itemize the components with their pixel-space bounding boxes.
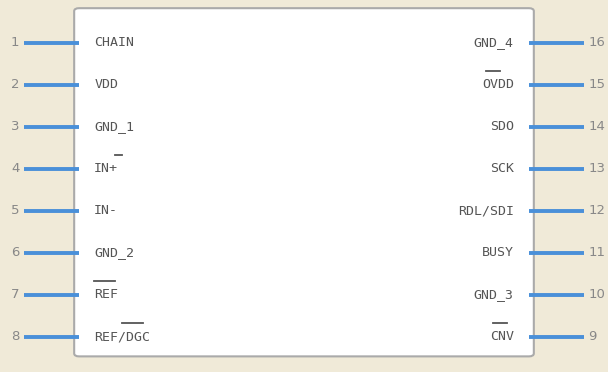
Text: BUSY: BUSY [482, 246, 514, 259]
Text: SDO: SDO [490, 120, 514, 133]
Text: CHAIN: CHAIN [94, 36, 134, 49]
Text: 15: 15 [589, 78, 606, 91]
Text: 2: 2 [11, 78, 19, 91]
Text: 1: 1 [11, 36, 19, 49]
FancyBboxPatch shape [74, 8, 534, 356]
Text: IN-: IN- [94, 204, 118, 217]
Text: 4: 4 [11, 162, 19, 175]
Text: REF: REF [94, 288, 118, 301]
Text: GND_1: GND_1 [94, 120, 134, 133]
Text: VDD: VDD [94, 78, 118, 91]
Text: RDL/SDI: RDL/SDI [458, 204, 514, 217]
Text: 5: 5 [11, 204, 19, 217]
Text: IN+: IN+ [94, 162, 118, 175]
Text: 16: 16 [589, 36, 606, 49]
Text: 12: 12 [589, 204, 606, 217]
Text: 11: 11 [589, 246, 606, 259]
Text: 9: 9 [589, 330, 597, 343]
Text: 6: 6 [11, 246, 19, 259]
Text: GND_4: GND_4 [474, 36, 514, 49]
Text: 3: 3 [11, 120, 19, 133]
Text: 8: 8 [11, 330, 19, 343]
Text: CNV: CNV [490, 330, 514, 343]
Text: GND_3: GND_3 [474, 288, 514, 301]
Text: SCK: SCK [490, 162, 514, 175]
Text: 7: 7 [11, 288, 19, 301]
Text: 13: 13 [589, 162, 606, 175]
Text: OVDD: OVDD [482, 78, 514, 91]
Text: GND_2: GND_2 [94, 246, 134, 259]
Text: 14: 14 [589, 120, 606, 133]
Text: REF/DGC: REF/DGC [94, 330, 150, 343]
Text: 10: 10 [589, 288, 606, 301]
